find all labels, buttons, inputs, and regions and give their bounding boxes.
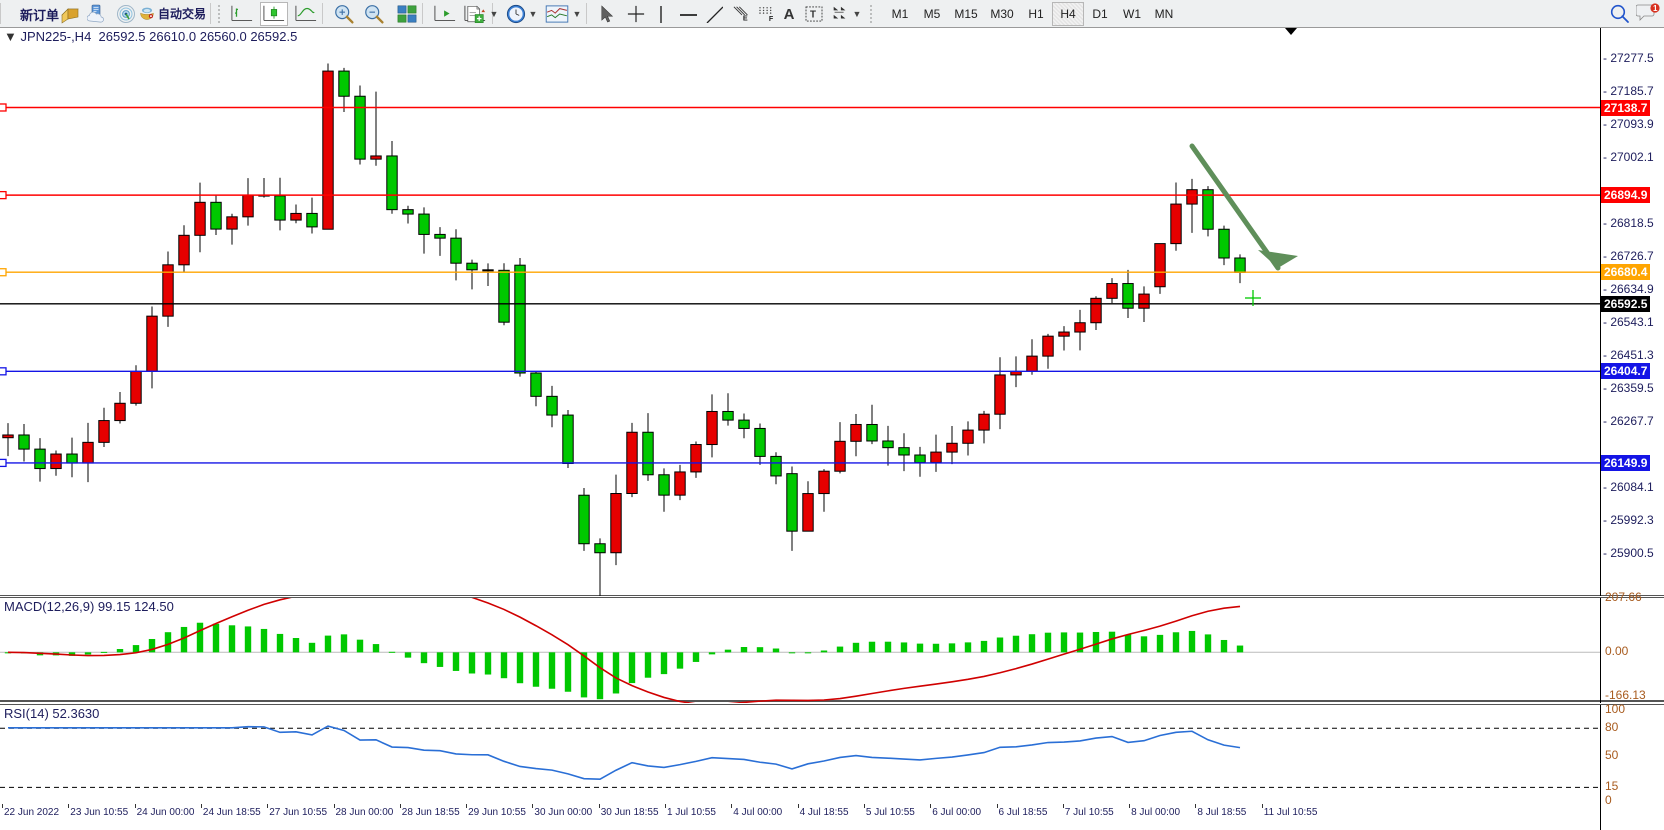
svg-text:F: F	[769, 15, 774, 22]
svg-text:E: E	[743, 13, 748, 22]
svg-text:1: 1	[1653, 4, 1658, 13]
svg-text:T: T	[810, 10, 816, 21]
